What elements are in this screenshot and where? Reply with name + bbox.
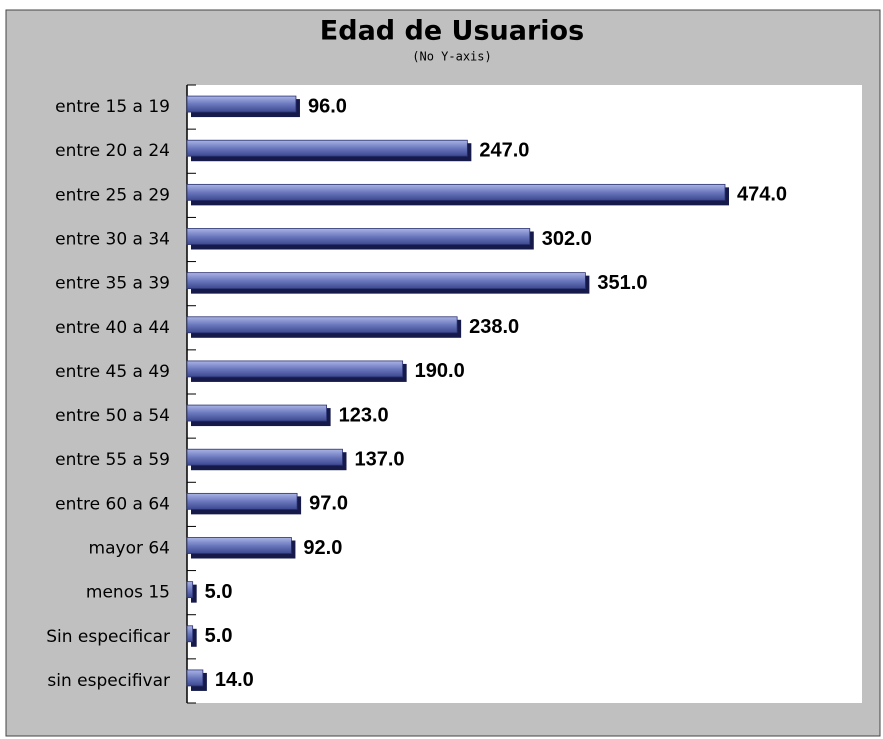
y-tick-label: menos 15 — [86, 583, 170, 603]
bar — [186, 492, 302, 515]
data-label: 5.0 — [205, 625, 233, 647]
data-label: 474.0 — [737, 184, 787, 206]
y-tick-label: entre 40 a 44 — [55, 318, 170, 338]
bar — [186, 625, 197, 647]
data-label: 190.0 — [415, 360, 465, 382]
data-label: 5.0 — [205, 581, 233, 603]
y-tick-label: entre 20 a 24 — [55, 141, 170, 161]
y-tick-label: entre 55 a 59 — [55, 450, 170, 470]
plot-area — [187, 85, 862, 703]
y-tick-label: entre 60 a 64 — [55, 494, 170, 514]
y-tick-label: entre 35 a 39 — [55, 274, 170, 294]
bar — [186, 404, 331, 427]
data-label: 137.0 — [354, 448, 404, 470]
bar — [186, 139, 472, 162]
y-tick-label: entre 50 a 54 — [55, 406, 170, 426]
chart-title: Edad de Usuarios — [320, 16, 584, 47]
data-label: 302.0 — [542, 228, 592, 250]
data-label: 92.0 — [303, 537, 342, 559]
bar — [186, 581, 197, 603]
data-label: 96.0 — [308, 95, 347, 117]
y-tick-label: entre 45 a 49 — [55, 362, 170, 382]
bar — [186, 669, 207, 691]
y-tick-label: Sin especificar — [46, 627, 170, 647]
data-label: 351.0 — [597, 272, 647, 294]
bar — [186, 183, 729, 206]
bar — [186, 228, 534, 250]
data-label: 247.0 — [479, 139, 529, 161]
bar — [186, 272, 590, 294]
data-label: 14.0 — [215, 669, 254, 691]
bar — [186, 448, 347, 471]
y-tick-label: mayor 64 — [89, 539, 170, 559]
y-tick-label: entre 30 a 34 — [55, 230, 170, 250]
bar — [186, 316, 462, 338]
data-label: 123.0 — [339, 404, 389, 426]
bar — [186, 95, 300, 118]
y-tick-label: entre 15 a 19 — [55, 97, 170, 117]
data-label: 97.0 — [309, 493, 348, 515]
y-tick-label: entre 25 a 29 — [55, 185, 170, 205]
bar — [186, 537, 296, 559]
data-label: 238.0 — [469, 316, 519, 338]
bar — [186, 360, 407, 382]
y-tick-label: sin especifivar — [47, 671, 170, 691]
chart-subtitle: (No Y-axis) — [412, 50, 491, 64]
